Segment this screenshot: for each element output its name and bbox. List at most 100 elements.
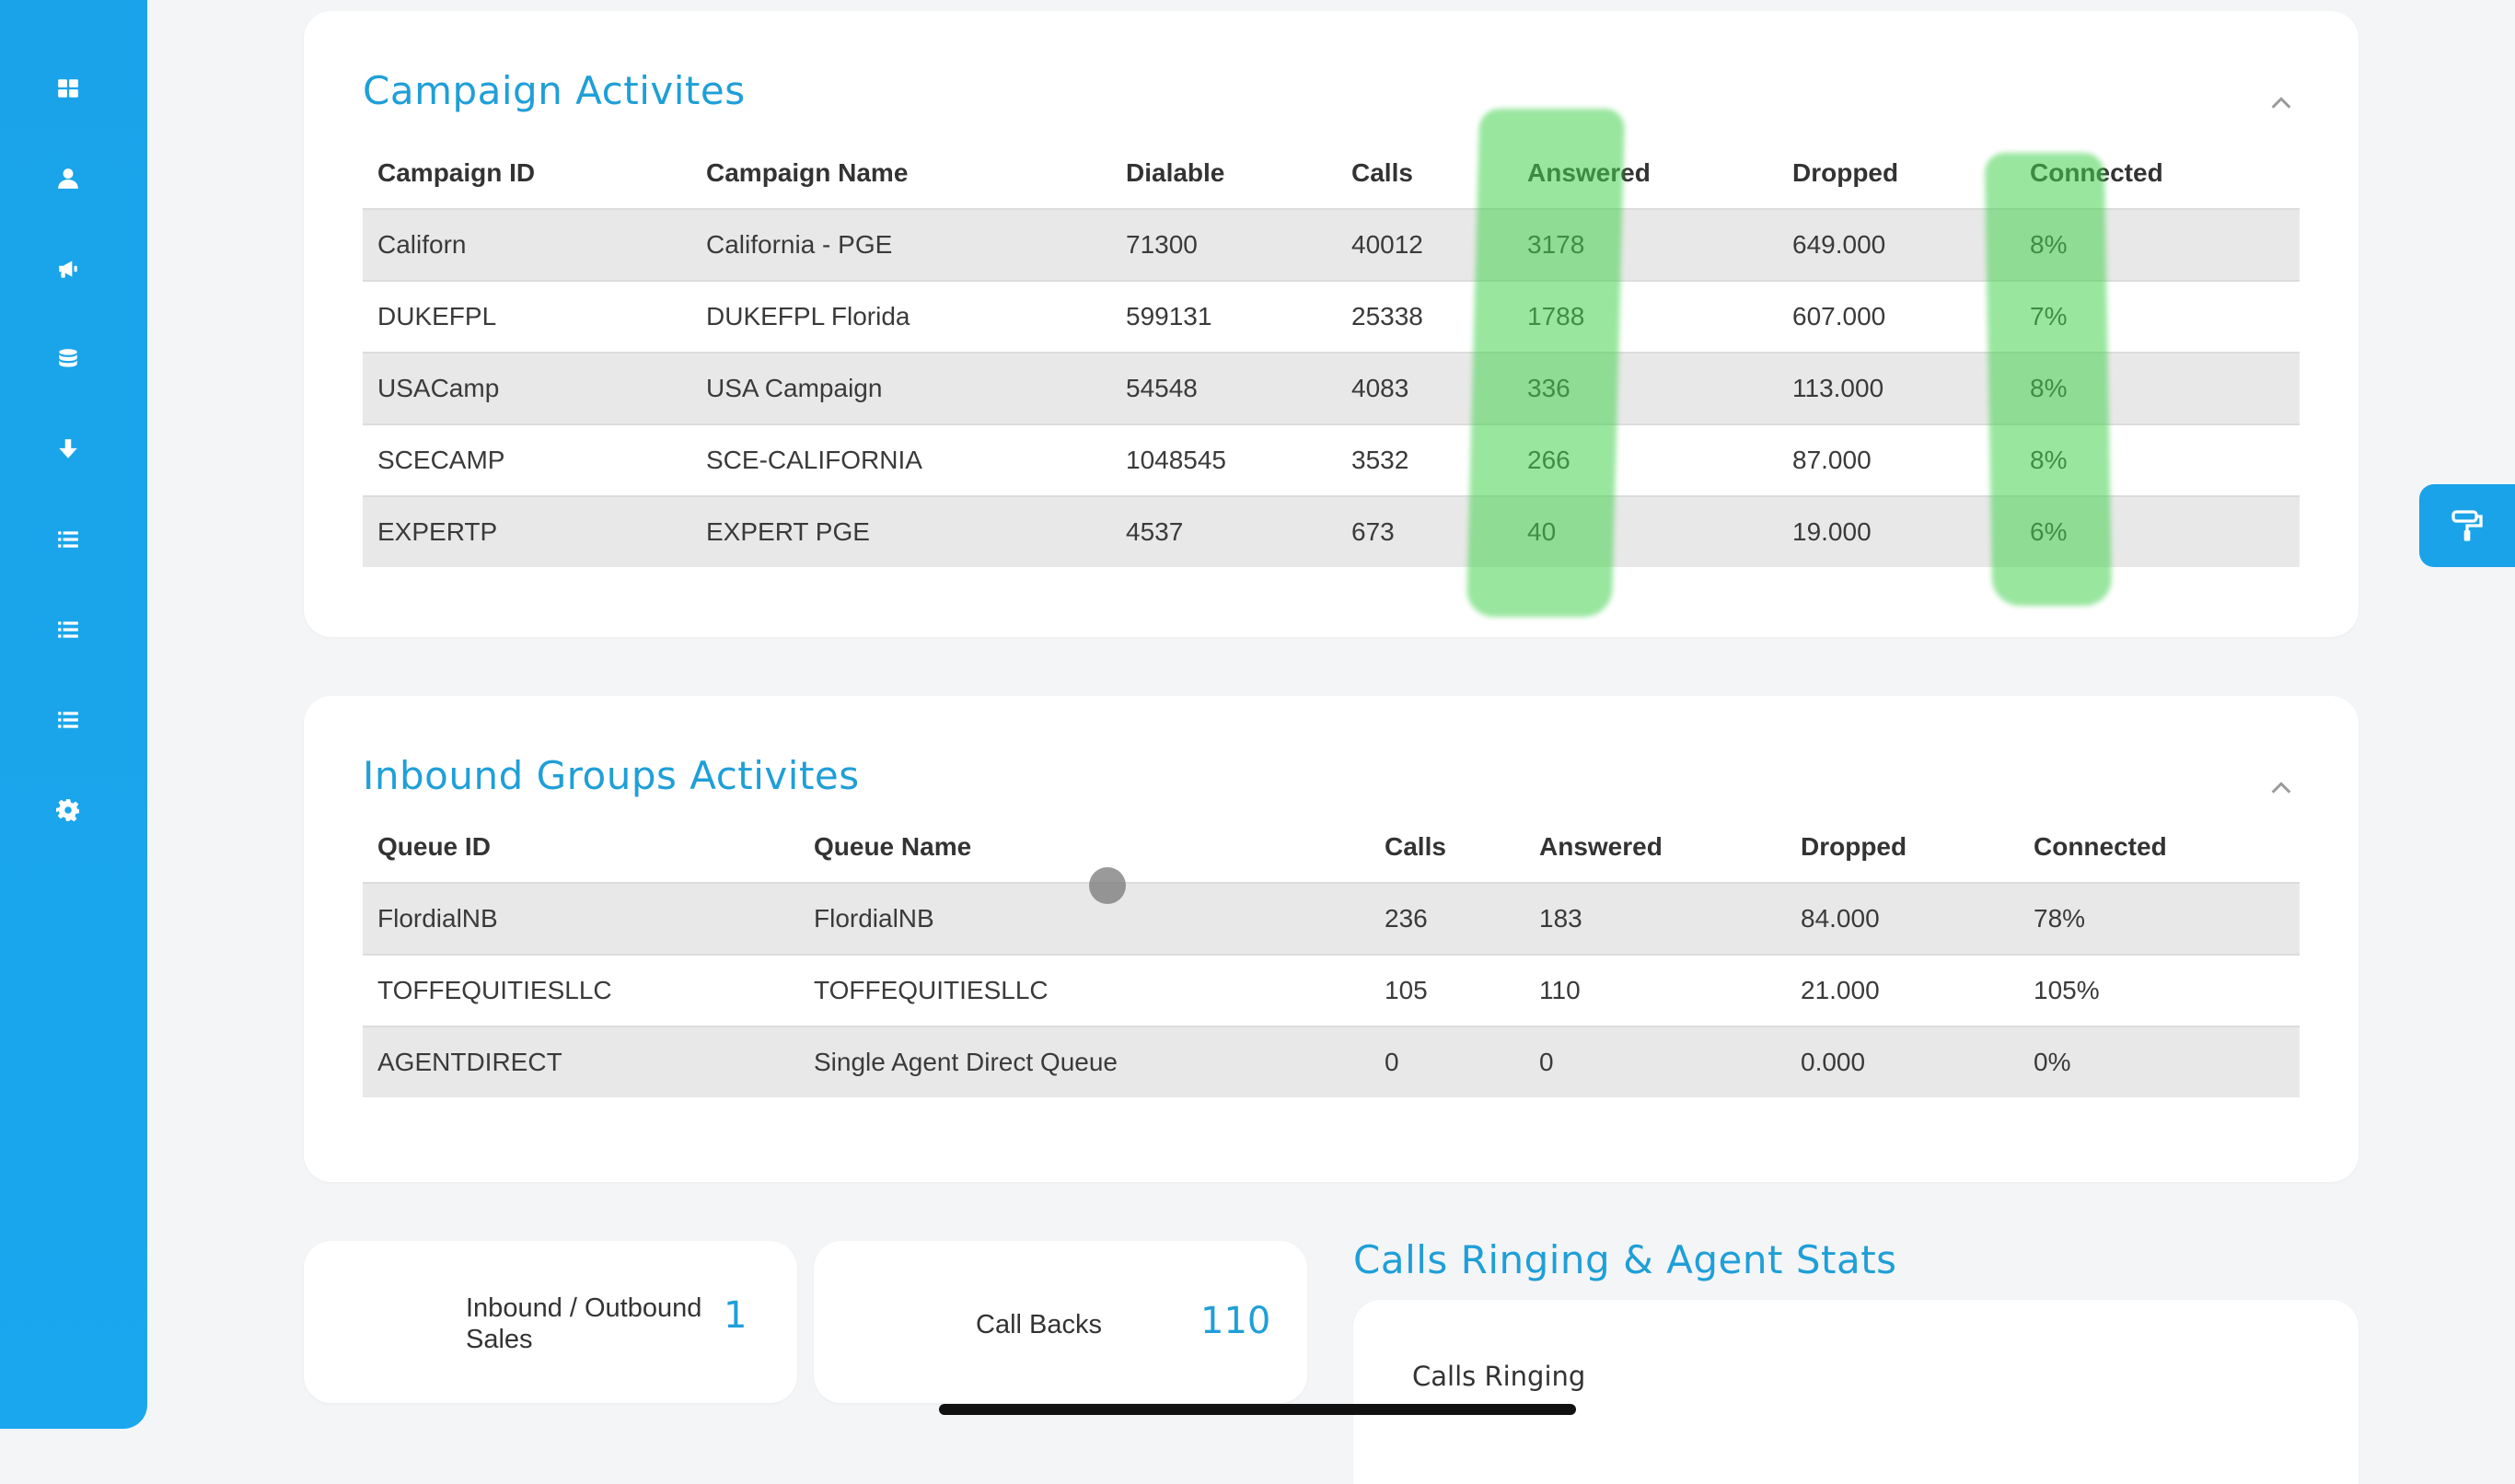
- column-header[interactable]: Answered: [1527, 158, 1651, 187]
- cell: 3178: [1512, 208, 1778, 281]
- cell: 4083: [1337, 352, 1512, 424]
- cell: 21.000: [1786, 954, 2019, 1026]
- sales-stat-label-line1: Inbound / Outbound: [466, 1293, 702, 1323]
- cell: Californ: [363, 208, 691, 281]
- gear-icon: [56, 799, 79, 822]
- sidebar-item-list-2[interactable]: [48, 609, 88, 650]
- cell: EXPERTP: [363, 495, 691, 567]
- sidebar: [0, 0, 147, 1429]
- cell: AGENTDIRECT: [363, 1026, 799, 1097]
- cell: 19.000: [1778, 495, 2015, 567]
- cell: 105: [1370, 954, 1524, 1026]
- cell: 7%: [2015, 280, 2300, 353]
- sidebar-item-users[interactable]: [48, 158, 88, 199]
- cell: 0: [1524, 1026, 1786, 1097]
- cell: 78%: [2019, 882, 2300, 955]
- list-icon: [58, 712, 78, 728]
- column-header[interactable]: Connected: [2034, 832, 2167, 861]
- cell: 54548: [1111, 352, 1337, 424]
- callbacks-stat-label: Call Backs: [976, 1310, 1102, 1339]
- calls-ringing-label: Calls Ringing: [1412, 1361, 1586, 1392]
- home-indicator-bar[interactable]: [939, 1404, 1576, 1415]
- table-row[interactable]: TOFFEQUITIESLLC TOFFEQUITIESLLC 105 110 …: [363, 954, 2300, 1026]
- sales-stat-card[interactable]: Inbound / Outbound Sales 1: [304, 1241, 797, 1403]
- sidebar-item-campaigns[interactable]: [48, 249, 88, 289]
- cell: EXPERT PGE: [691, 495, 1111, 567]
- cell: 607.000: [1778, 280, 2015, 353]
- column-header[interactable]: Queue ID: [377, 832, 491, 861]
- download-icon: [59, 439, 77, 458]
- cell: 1048545: [1111, 423, 1337, 496]
- cell: FlordialNB: [799, 882, 1370, 955]
- callbacks-stat-card[interactable]: Call Backs 110: [814, 1241, 1307, 1403]
- cell: SCE-CALIFORNIA: [691, 423, 1111, 496]
- table-row[interactable]: DUKEFPL DUKEFPL Florida 599131 25338 178…: [363, 280, 2300, 353]
- cell: USA Campaign: [691, 352, 1111, 424]
- theme-customizer-button[interactable]: [2419, 484, 2515, 567]
- cell: 87.000: [1778, 423, 2015, 496]
- list-icon: [58, 531, 78, 548]
- cell: 8%: [2015, 208, 2300, 281]
- cell: 183: [1524, 882, 1786, 955]
- cell: 0%: [2019, 1026, 2300, 1097]
- table-row[interactable]: SCECAMP SCE-CALIFORNIA 1048545 3532 266 …: [363, 423, 2300, 496]
- chevron-up-icon: [2271, 97, 2291, 109]
- sales-stat-label-line2: Sales: [466, 1325, 533, 1354]
- paint-roller-icon: [2451, 510, 2483, 541]
- column-header[interactable]: Dropped: [1792, 158, 1899, 187]
- column-header[interactable]: Calls: [1351, 158, 1413, 187]
- chevron-up-icon: [2271, 782, 2291, 794]
- column-header[interactable]: Connected: [2030, 158, 2163, 187]
- cell: 8%: [2015, 423, 2300, 496]
- column-header[interactable]: Answered: [1539, 832, 1663, 861]
- campaign-collapse-button[interactable]: [2263, 85, 2300, 122]
- cell: 3532: [1337, 423, 1512, 496]
- table-row[interactable]: AGENTDIRECT Single Agent Direct Queue 0 …: [363, 1026, 2300, 1097]
- megaphone-icon: [59, 261, 77, 278]
- dashboard-icon: [58, 79, 78, 98]
- cell: 266: [1512, 423, 1778, 496]
- cell: 84.000: [1786, 882, 2019, 955]
- touch-indicator: [1089, 867, 1126, 904]
- cell: 1788: [1512, 280, 1778, 353]
- cell: 336: [1512, 352, 1778, 424]
- database-icon: [59, 349, 77, 367]
- cell: 105%: [2019, 954, 2300, 1026]
- sidebar-item-database[interactable]: [48, 339, 88, 379]
- user-icon: [58, 168, 78, 189]
- callbacks-stat-value: 110: [1200, 1300, 1271, 1342]
- inbound-table: Queue ID Queue Name Calls Answered Dropp…: [363, 812, 2300, 1097]
- cell: Single Agent Direct Queue: [799, 1026, 1370, 1097]
- cell: TOFFEQUITIESLLC: [363, 954, 799, 1026]
- table-row[interactable]: FlordialNB FlordialNB 236 183 84.000 78%: [363, 882, 2300, 955]
- campaign-activities-card: Campaign Activites Campaign ID Campaign …: [304, 11, 2359, 637]
- cell: TOFFEQUITIESLLC: [799, 954, 1370, 1026]
- sidebar-item-settings[interactable]: [48, 790, 88, 830]
- inbound-collapse-button[interactable]: [2263, 770, 2300, 806]
- sidebar-item-list-3[interactable]: [48, 700, 88, 740]
- cell: 6%: [2015, 495, 2300, 567]
- column-header[interactable]: Dropped: [1801, 832, 1907, 861]
- sidebar-item-download[interactable]: [48, 429, 88, 470]
- sidebar-item-list-1[interactable]: [48, 519, 88, 560]
- cell: DUKEFPL Florida: [691, 280, 1111, 353]
- campaign-header-row: Campaign ID Campaign Name Dialable Calls…: [363, 138, 2300, 209]
- cell: 236: [1370, 882, 1524, 955]
- inbound-header-row: Queue ID Queue Name Calls Answered Dropp…: [363, 812, 2300, 883]
- cell: 40: [1512, 495, 1778, 567]
- column-header[interactable]: Campaign Name: [706, 158, 909, 187]
- column-header[interactable]: Queue Name: [814, 832, 972, 861]
- cell: USACamp: [363, 352, 691, 424]
- column-header[interactable]: Calls: [1385, 832, 1446, 861]
- table-row[interactable]: USACamp USA Campaign 54548 4083 336 113.…: [363, 352, 2300, 424]
- cell: California - PGE: [691, 208, 1111, 281]
- table-row[interactable]: EXPERTP EXPERT PGE 4537 673 40 19.000 6%: [363, 495, 2300, 567]
- table-row[interactable]: Californ California - PGE 71300 40012 31…: [363, 208, 2300, 281]
- cell: 649.000: [1778, 208, 2015, 281]
- sidebar-item-dashboard[interactable]: [48, 68, 88, 109]
- column-header[interactable]: Dialable: [1126, 158, 1225, 187]
- cell: FlordialNB: [363, 882, 799, 955]
- cell: DUKEFPL: [363, 280, 691, 353]
- column-header[interactable]: Campaign ID: [377, 158, 536, 187]
- cell: 8%: [2015, 352, 2300, 424]
